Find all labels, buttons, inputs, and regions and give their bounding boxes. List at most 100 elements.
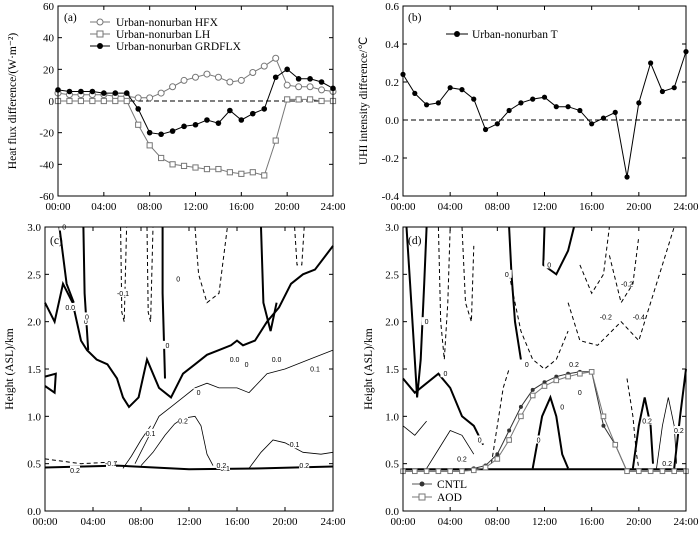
point-t-5	[459, 87, 465, 93]
contour-neg-d-5	[608, 236, 640, 304]
contour-neg-d-4	[579, 226, 610, 295]
contour-label-c-18: -0.1	[105, 461, 117, 468]
point-lh-3	[89, 97, 96, 105]
legend-marker-grdflx	[97, 43, 103, 49]
panel-c-ylabel: Height (ASL)/km	[4, 328, 16, 410]
point-hfx-12	[192, 73, 199, 81]
y-tick-label-d-5: 2.5	[385, 269, 399, 281]
contour-label-c-19-bg	[299, 461, 310, 470]
contour-zero-d-5	[531, 394, 570, 469]
point-hfx-14	[214, 73, 222, 81]
contour-label-c-12: 0.2	[178, 419, 188, 426]
point-grdflx-1	[66, 88, 73, 95]
contour-neg-d-7	[508, 274, 569, 370]
x-tick-label-c-3: 12:00	[176, 516, 202, 528]
contour-label-d-16: 0.2	[457, 456, 467, 463]
point-grdflx-2	[78, 88, 84, 95]
contour-label-d-3: 0	[425, 319, 429, 326]
point-grdflx-12	[192, 121, 199, 128]
contour-neg-c-1	[120, 226, 128, 322]
contour-label-d-15: 0.2	[662, 461, 672, 468]
contour-label-c-3: 0	[85, 314, 89, 321]
x-tick-label-d-5: 20:00	[626, 516, 652, 528]
contour-label-c-17-bg	[70, 465, 80, 474]
contour-label-d-14: 0.2	[674, 428, 684, 435]
y-tick-label-a-6: 60	[43, 1, 55, 13]
contour-label-c-4: 0	[165, 343, 169, 350]
x-tick-label-b-3: 12:00	[532, 201, 558, 213]
point-hfx-20	[283, 81, 291, 89]
point-grdflx-21	[295, 76, 302, 82]
point-t-4	[447, 85, 453, 91]
point-grdflx-8	[146, 129, 153, 136]
panel-c-frame	[44, 226, 334, 512]
contour-label-c-16-bg	[216, 461, 227, 470]
point-grdflx-15	[227, 107, 233, 114]
y-tick-label-c-4: 2.0	[27, 317, 41, 329]
point-lh-14	[215, 165, 222, 173]
point-lh-7	[135, 121, 142, 128]
point-aod-9	[506, 437, 512, 443]
panel-c-contents: 00:00 04:00 08:00 12:00 16:00 20:00 24:00 0.0 0.…	[27, 222, 346, 528]
contour-pos-c-2	[140, 415, 214, 466]
contour-zero-c-5	[260, 226, 278, 332]
contour-label-c-14: 0.1	[290, 442, 300, 449]
x-tick-label-a-6: 24:00	[320, 201, 346, 213]
point-t-19	[624, 174, 630, 180]
point-t-9	[506, 107, 512, 114]
panel-b-ylabel: UHI intensity difference/℃	[358, 37, 370, 165]
point-grdflx-16	[238, 117, 245, 123]
y-tick-label-a-5: 40	[43, 33, 55, 45]
contour-label-d-5-bg	[501, 269, 512, 278]
contour-label-d-0: -0.2	[621, 281, 633, 288]
y-tick-label-a-0: -60	[39, 191, 54, 203]
contour-neg-c-5	[44, 458, 118, 465]
point-hfx-18	[260, 62, 268, 70]
y-tick-label-d-1: 0.5	[385, 459, 399, 471]
legend-label-cntl: CNTL	[437, 479, 467, 491]
point-lh-22	[306, 96, 314, 103]
y-tick-label-b-3: 0.2	[385, 77, 399, 89]
point-grdflx-11	[181, 123, 187, 130]
contour-label-d-2: -0.4	[633, 314, 645, 321]
point-aod-20	[636, 468, 642, 475]
point-lh-18	[261, 172, 268, 179]
contour-label-d-7-bg	[557, 402, 568, 411]
contour-pos-c-1	[134, 349, 334, 464]
contour-label-d-1-bg	[600, 312, 611, 321]
x-tick-label-d-3: 12:00	[532, 516, 558, 528]
contour-zero-d-4	[542, 226, 575, 276]
point-hfx-9	[157, 89, 165, 97]
point-aod-1	[411, 468, 418, 475]
point-aod-17	[600, 413, 607, 420]
x-tick-label-a-2: 08:00	[137, 201, 163, 213]
legend-marker-hfx	[96, 18, 104, 26]
point-aod-6	[470, 467, 477, 474]
legend-label-hfx: Urban-nonurban HFX	[116, 17, 219, 29]
contour-label-d-4-bg	[440, 369, 451, 378]
contour-label-d-4: 0	[443, 371, 447, 378]
x-tick-label-c-4: 16:00	[224, 516, 250, 528]
contour-label-c-4-bg	[162, 340, 173, 349]
panel-c: 00:00 04:00 08:00 12:00 16:00 20:00 24:00 0.0 0.…	[4, 222, 346, 528]
point-lh-19	[272, 137, 279, 144]
point-t-7	[482, 126, 489, 133]
point-aod-10	[518, 413, 524, 420]
contour-label-d-12-bg	[574, 388, 585, 397]
y-tick-label-b-1: -0.2	[382, 153, 399, 165]
contour-label-c-13-bg	[145, 428, 156, 437]
point-aod-7	[482, 464, 489, 471]
contour-zero-c-4	[161, 227, 166, 379]
x-tick-label-c-1: 04:00	[80, 516, 106, 528]
point-lh-15	[226, 169, 233, 176]
contour-label-c-8: 0	[197, 390, 201, 397]
contour-label-d-8: 0	[537, 438, 541, 445]
legend-label-grdflx: Urban-nonurban GRDFLX	[116, 41, 242, 53]
contour-neg-d-3	[567, 226, 675, 346]
point-lh-1	[66, 97, 73, 105]
y-tick-label-d-0: 0.0	[385, 506, 399, 518]
contour-label-c-18-bg	[106, 459, 116, 468]
contour-label-c-0: 0.0	[65, 305, 75, 312]
contour-zero-c-6	[44, 372, 57, 395]
legend-label-t: Urban-nonurban T	[472, 29, 558, 41]
